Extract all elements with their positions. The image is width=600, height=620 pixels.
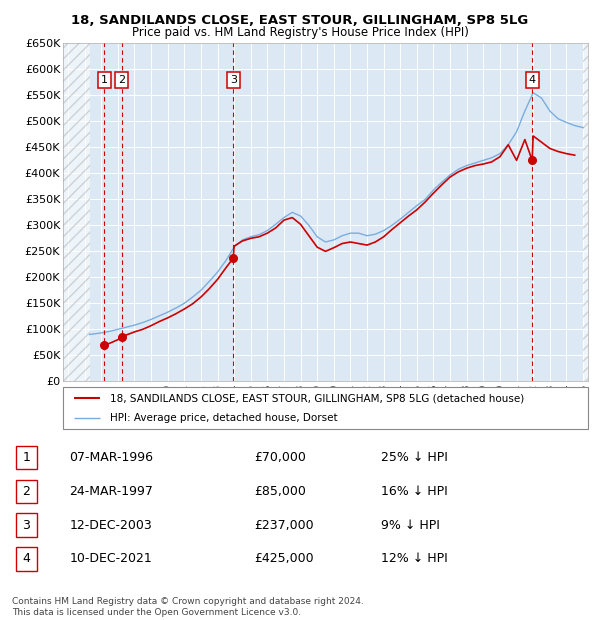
Text: 18, SANDILANDS CLOSE, EAST STOUR, GILLINGHAM, SP8 5LG (detached house): 18, SANDILANDS CLOSE, EAST STOUR, GILLIN… [110, 393, 524, 403]
Text: 1: 1 [101, 75, 108, 85]
Text: £237,000: £237,000 [254, 519, 314, 531]
Text: 10-DEC-2021: 10-DEC-2021 [70, 552, 152, 565]
Text: 12% ↓ HPI: 12% ↓ HPI [380, 552, 448, 565]
Text: 3: 3 [22, 519, 31, 531]
FancyBboxPatch shape [16, 480, 37, 503]
Bar [583, 43, 588, 381]
Text: 25% ↓ HPI: 25% ↓ HPI [380, 451, 448, 464]
FancyBboxPatch shape [16, 446, 37, 469]
Text: 12-DEC-2003: 12-DEC-2003 [70, 519, 152, 531]
Text: 18, SANDILANDS CLOSE, EAST STOUR, GILLINGHAM, SP8 5LG: 18, SANDILANDS CLOSE, EAST STOUR, GILLIN… [71, 14, 529, 27]
FancyBboxPatch shape [16, 513, 37, 537]
Text: 4: 4 [529, 75, 536, 85]
Text: 2: 2 [22, 485, 31, 498]
Text: 9% ↓ HPI: 9% ↓ HPI [380, 519, 440, 531]
Text: 07-MAR-1996: 07-MAR-1996 [70, 451, 154, 464]
Text: 3: 3 [230, 75, 237, 85]
Text: £85,000: £85,000 [254, 485, 306, 498]
Text: 24-MAR-1997: 24-MAR-1997 [70, 485, 154, 498]
Text: £70,000: £70,000 [254, 451, 306, 464]
Text: Contains HM Land Registry data © Crown copyright and database right 2024.
This d: Contains HM Land Registry data © Crown c… [12, 598, 364, 617]
Text: 2: 2 [118, 75, 125, 85]
Text: £425,000: £425,000 [254, 552, 314, 565]
Text: Price paid vs. HM Land Registry's House Price Index (HPI): Price paid vs. HM Land Registry's House … [131, 26, 469, 39]
Text: 1: 1 [22, 451, 31, 464]
FancyBboxPatch shape [16, 547, 37, 570]
Text: 16% ↓ HPI: 16% ↓ HPI [380, 485, 448, 498]
Text: HPI: Average price, detached house, Dorset: HPI: Average price, detached house, Dors… [110, 413, 338, 423]
Bar [63, 43, 89, 381]
Text: 4: 4 [22, 552, 31, 565]
FancyBboxPatch shape [63, 387, 588, 429]
